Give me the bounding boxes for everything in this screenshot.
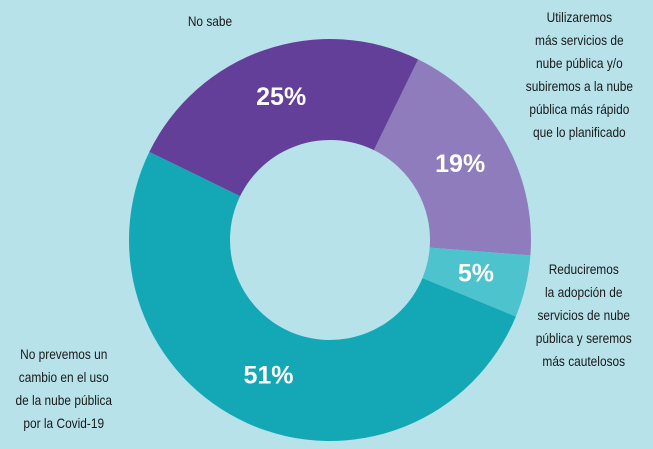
category-label: No sabe: [187, 13, 233, 29]
value-label: 19%: [435, 150, 485, 178]
category-label: Reduciremos la adopción de servicios de …: [535, 261, 632, 369]
donut-segment: [373, 59, 531, 256]
value-label: 51%: [243, 361, 293, 389]
donut-segment: [128, 151, 516, 442]
donut-segment: [422, 247, 531, 317]
value-label: 5%: [458, 259, 494, 287]
donut-segment: [149, 38, 419, 197]
category-label: Utilizaremos más servicios de nube públi…: [525, 9, 633, 140]
value-label: 25%: [256, 83, 306, 111]
category-label: No prevemos un cambio en el uso de la nu…: [15, 346, 113, 431]
